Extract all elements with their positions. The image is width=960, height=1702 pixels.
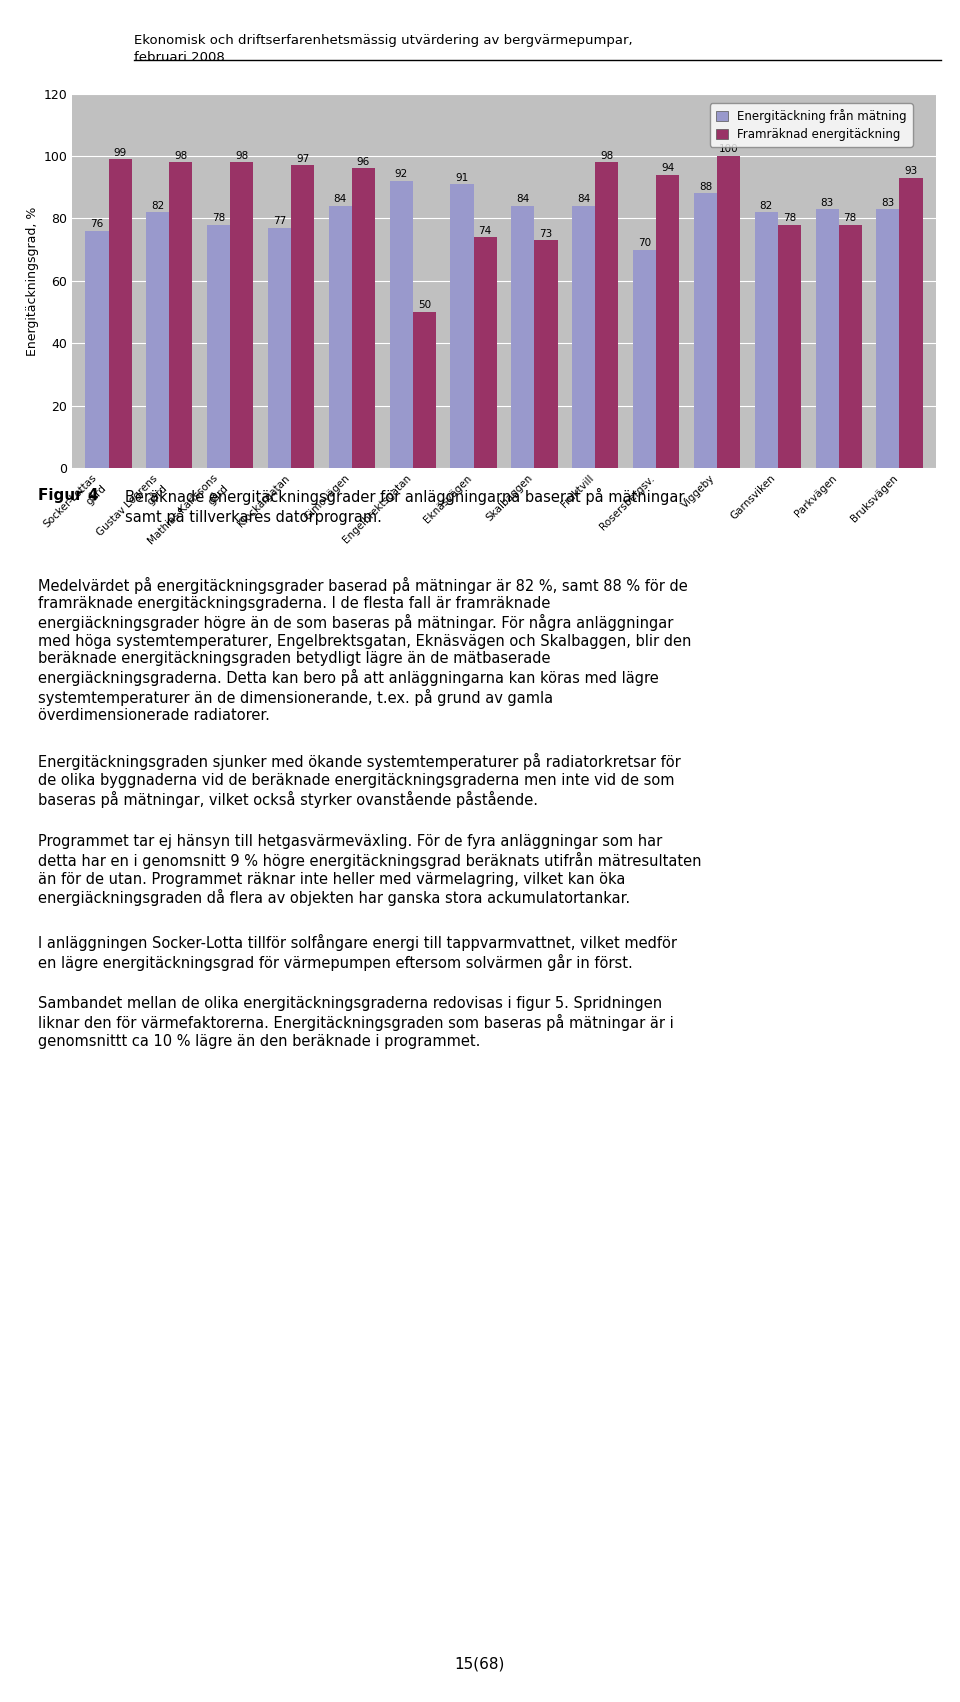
Bar <box>291 165 314 468</box>
Text: 84: 84 <box>516 194 530 204</box>
Bar <box>694 194 717 468</box>
Text: Programmet tar ej hänsyn till hetgasvärmeväxling. För de fyra anläggningar som h: Programmet tar ej hänsyn till hetgasvärm… <box>38 834 702 907</box>
Text: 84: 84 <box>334 194 347 204</box>
Bar <box>473 237 496 468</box>
Bar <box>535 240 558 468</box>
Text: 83: 83 <box>821 197 833 208</box>
Bar <box>876 209 900 468</box>
Text: 78: 78 <box>212 213 226 223</box>
Text: 94: 94 <box>661 163 674 174</box>
Text: I anläggningen Socker-Lotta tillför solfångare energi till tappvarmvattnet, vilk: I anläggningen Socker-Lotta tillför solf… <box>38 934 678 972</box>
Text: Energitäckningsgraden sjunker med ökande systemtemperaturer på radiatorkretsar f: Energitäckningsgraden sjunker med ökande… <box>38 754 682 807</box>
Bar <box>268 228 291 468</box>
Text: 76: 76 <box>90 220 104 230</box>
Text: Sambandet mellan de olika energitäckningsgraderna redovisas i figur 5. Spridning: Sambandet mellan de olika energitäckning… <box>38 996 674 1048</box>
Bar <box>169 162 192 468</box>
Text: 77: 77 <box>273 216 286 226</box>
Bar <box>85 231 108 468</box>
Bar <box>328 206 352 468</box>
Bar <box>413 311 436 468</box>
Text: 50: 50 <box>418 301 431 310</box>
Y-axis label: Energitäckningsgrad, %: Energitäckningsgrad, % <box>26 206 39 356</box>
Text: 73: 73 <box>540 228 553 238</box>
Text: 98: 98 <box>175 151 187 160</box>
Text: Ekonomisk och driftserfarenhetsmässig utvärdering av bergvärmepumpar,: Ekonomisk och driftserfarenhetsmässig ut… <box>134 34 633 48</box>
Text: Medelvärdet på energitäckningsgrader baserad på mätningar är 82 %, samt 88 % för: Medelvärdet på energitäckningsgrader bas… <box>38 577 692 723</box>
Text: 97: 97 <box>296 153 309 163</box>
Text: Figur 4: Figur 4 <box>38 488 99 504</box>
Text: 88: 88 <box>699 182 712 192</box>
Bar <box>108 160 132 468</box>
Bar <box>900 179 923 468</box>
Text: Beräknade energitäckningsgrader för anläggningarna baserat på mätningar
samt på : Beräknade energitäckningsgrader för anlä… <box>125 488 684 526</box>
Bar <box>595 162 618 468</box>
Bar <box>352 168 375 468</box>
Bar <box>572 206 595 468</box>
Text: 78: 78 <box>844 213 857 223</box>
Text: 100: 100 <box>719 145 738 155</box>
Bar <box>755 213 778 468</box>
Bar <box>816 209 839 468</box>
Legend: Energitäckning från mätning, Framräknad energitäckning: Energitäckning från mätning, Framräknad … <box>710 104 913 146</box>
Bar <box>207 225 230 468</box>
Bar <box>230 162 253 468</box>
Bar <box>633 250 656 468</box>
Text: februari 2008: februari 2008 <box>134 51 226 65</box>
Text: 82: 82 <box>151 201 164 211</box>
Text: 84: 84 <box>577 194 590 204</box>
Text: 91: 91 <box>455 172 468 182</box>
Text: 98: 98 <box>235 151 249 160</box>
Text: 92: 92 <box>395 170 408 179</box>
Text: 15(68): 15(68) <box>455 1656 505 1671</box>
Text: 96: 96 <box>357 157 370 167</box>
Text: 98: 98 <box>600 151 613 160</box>
Bar <box>512 206 535 468</box>
Text: 82: 82 <box>759 201 773 211</box>
Bar <box>656 175 680 468</box>
Text: 70: 70 <box>638 238 651 248</box>
Bar <box>717 157 740 468</box>
Text: 78: 78 <box>782 213 796 223</box>
Bar <box>778 225 801 468</box>
Text: 83: 83 <box>881 197 895 208</box>
Text: 93: 93 <box>904 167 918 177</box>
Text: 99: 99 <box>113 148 127 158</box>
Bar <box>390 180 413 468</box>
Text: 74: 74 <box>478 226 492 235</box>
Bar <box>450 184 473 468</box>
Bar <box>146 213 169 468</box>
Bar <box>839 225 862 468</box>
